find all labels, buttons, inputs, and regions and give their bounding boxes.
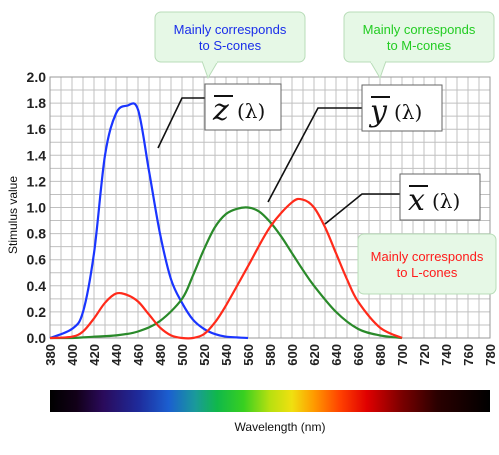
series	[49, 102, 403, 340]
axes: 0.0 0.2 0.4 0.6 0.8 1.0 1.2 1.4 1.6 1.8 2.0 380 400 4…	[27, 69, 498, 366]
x-tick-label: 460	[131, 344, 146, 366]
x-tick-label: 780	[483, 344, 498, 366]
callout-text: Mainly corresponds	[363, 22, 476, 37]
y-bar-label: y (λ)	[267, 84, 443, 203]
callout-text: to S-cones	[199, 38, 262, 53]
callout-text: to L-cones	[397, 265, 458, 280]
y-tick-label: 0.4	[27, 278, 47, 294]
x-tick-label: 640	[329, 344, 344, 366]
y-tick-label: 1.6	[27, 121, 47, 137]
y-tick-label: 2.0	[27, 69, 47, 85]
x-bar-label: x (λ)	[324, 173, 481, 225]
x-tick-label: 720	[417, 344, 432, 366]
y-tick-label: 0.6	[27, 252, 47, 268]
x-tick-label: 660	[351, 344, 366, 366]
x-tick-label: 420	[87, 344, 102, 366]
x-tick-label: 600	[285, 344, 300, 366]
x-bar-curve	[49, 197, 403, 340]
z-bar-label: z (λ)	[157, 83, 282, 149]
callout-text: Mainly corresponds	[174, 22, 287, 37]
plot-frame	[49, 76, 491, 339]
x-tick-label: 400	[65, 344, 80, 366]
x-tick-label: 380	[43, 344, 58, 366]
x-tick-label: 500	[175, 344, 190, 366]
spectrum-bar	[50, 390, 490, 412]
y-tick-label: 1.8	[27, 95, 47, 111]
y-tick-label: 1.2	[27, 173, 47, 189]
x-tick-label: 700	[395, 344, 410, 366]
x-tick-label: 680	[373, 344, 388, 366]
y-bar-curve	[49, 206, 403, 340]
callout-text: to M-cones	[387, 38, 452, 53]
svg-text:(λ): (λ)	[432, 189, 460, 213]
x-tick-label: 620	[307, 344, 322, 366]
y-tick-label: 1.0	[27, 200, 47, 216]
x-tick-label: 440	[109, 344, 124, 366]
svg-text:z: z	[212, 93, 229, 128]
x-tick-label: 760	[461, 344, 476, 366]
x-tick-label: 540	[219, 344, 234, 366]
y-tick-label: 1.4	[27, 147, 47, 163]
x-tick-label: 740	[439, 344, 454, 366]
svg-text:(λ): (λ)	[394, 100, 422, 124]
x-tick-label: 520	[197, 344, 212, 366]
svg-text:x: x	[408, 183, 425, 218]
x-axis-title: Wavelength (nm)	[235, 420, 326, 434]
svg-text:(λ): (λ)	[237, 99, 265, 123]
x-tick-label: 560	[241, 344, 256, 366]
y-axis-title: Stimulus value	[6, 176, 20, 254]
svg-text:y: y	[368, 94, 388, 129]
x-tick-label: 580	[263, 344, 278, 366]
y-tick-label: 0.0	[27, 330, 47, 346]
callout-text: Mainly corresponds	[371, 249, 484, 264]
y-tick-label: 0.8	[27, 226, 47, 242]
x-tick-label: 480	[153, 344, 168, 366]
y-tick-label: 0.2	[27, 304, 47, 320]
